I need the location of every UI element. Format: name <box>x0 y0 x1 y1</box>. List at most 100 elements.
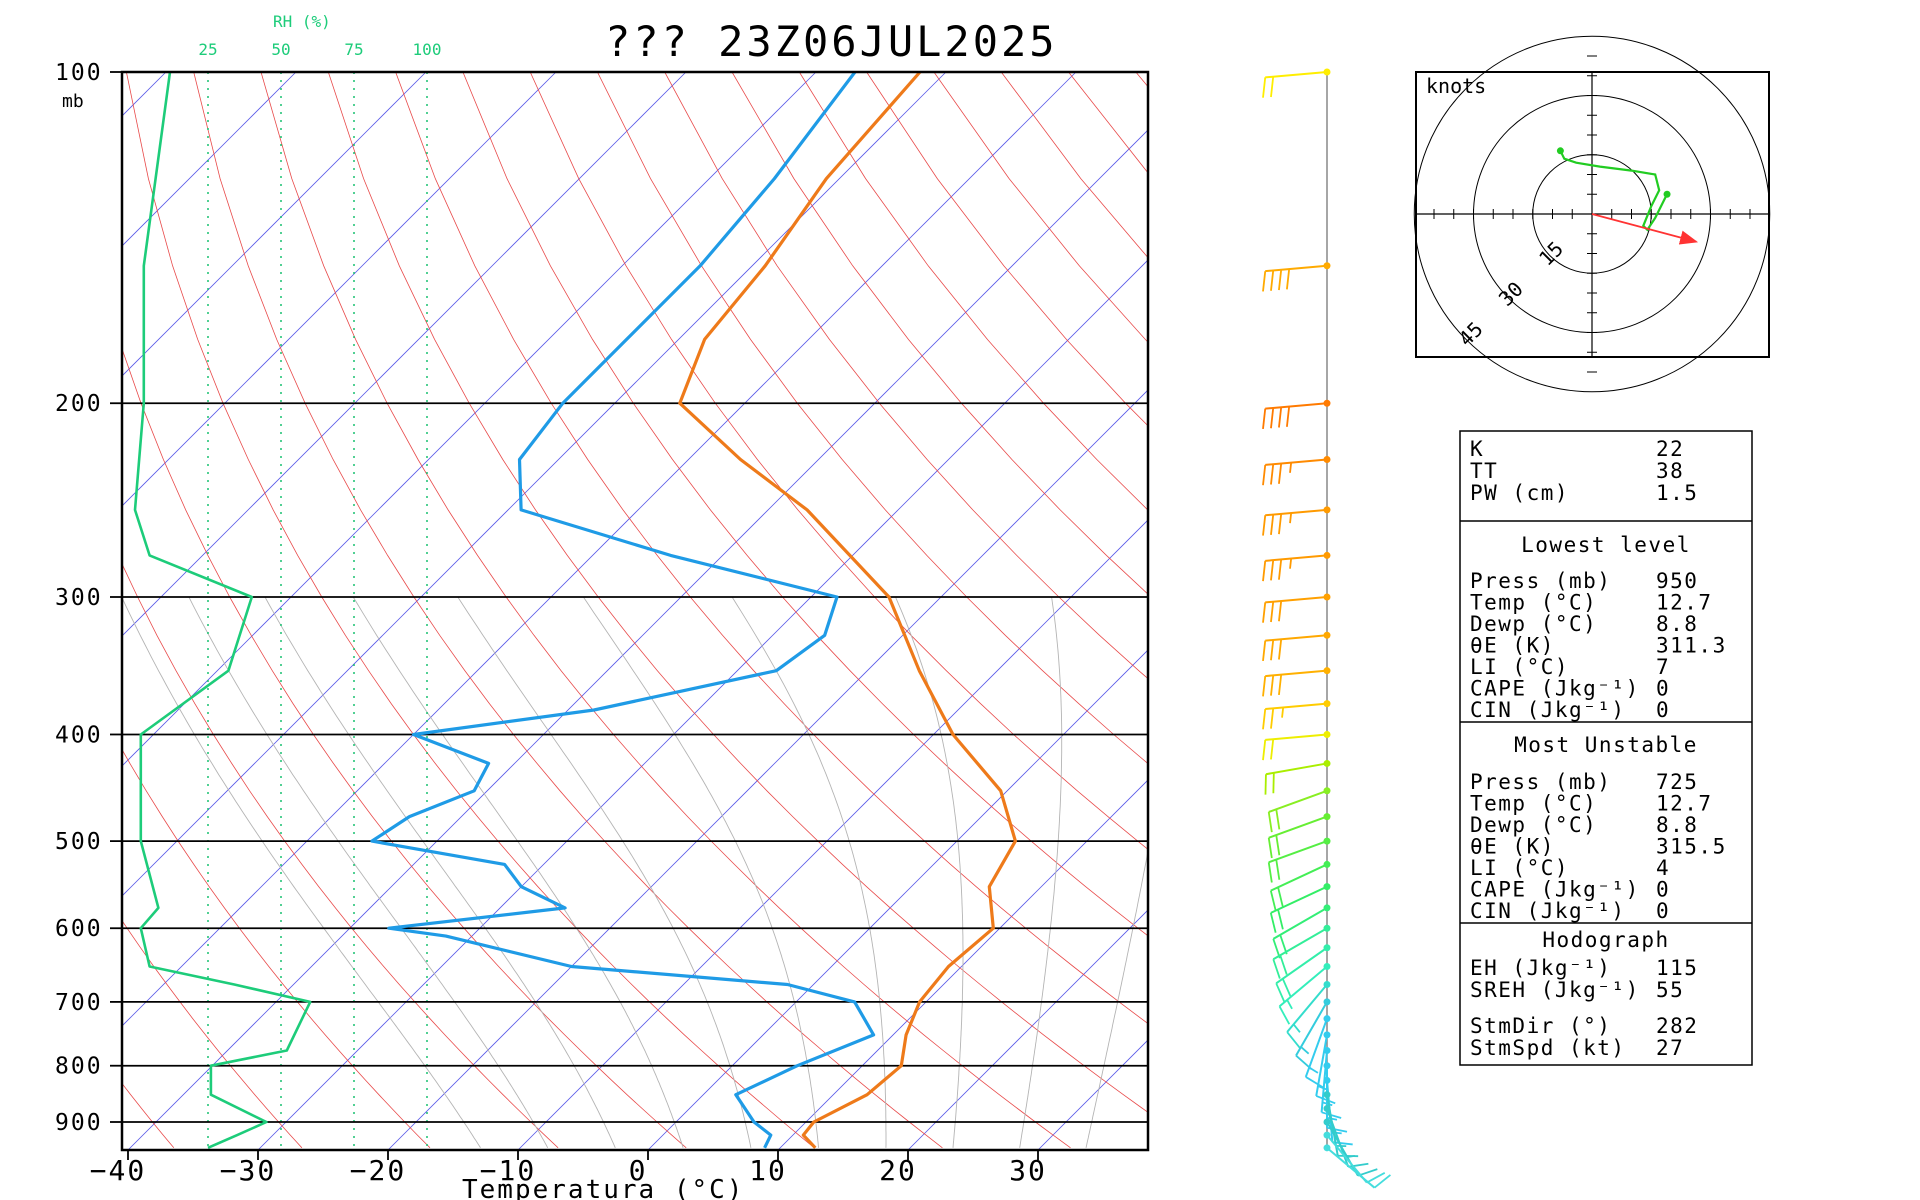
isotherm-line <box>122 72 947 897</box>
wind-barb <box>1269 860 1331 911</box>
temp-tick-label: −40 <box>90 1154 147 1187</box>
index-row-label: PW (cm) <box>1470 481 1569 505</box>
wind-barb <box>1267 837 1331 883</box>
wind-barb <box>1278 962 1331 1025</box>
wind-barb <box>1267 813 1331 859</box>
dry-adiabat-line <box>327 72 1148 1113</box>
dry-adiabat-line <box>0 72 46 1148</box>
lowest-level-row-label: CAPE (Jkg⁻¹) <box>1470 677 1640 701</box>
most-unstable-row-label: Press (mb) <box>1470 770 1611 794</box>
x-axis-title: Temperatura (°C) <box>462 1175 744 1200</box>
isotherm-line <box>122 72 427 377</box>
dry-adiabat-line <box>462 72 1148 937</box>
lowest-level-row-label: CIN (Jkg⁻¹) <box>1470 698 1626 722</box>
wind-barb <box>1269 883 1331 933</box>
hodograph-index-title: Hodograph <box>1542 928 1669 952</box>
temp-tick-label: 0 <box>629 1154 648 1187</box>
most-unstable-row-value: 8.8 <box>1656 813 1698 837</box>
hodograph-trace <box>1559 150 1668 232</box>
wind-barb <box>1262 262 1331 292</box>
most-unstable-row-label: CAPE (Jkg⁻¹) <box>1470 878 1640 902</box>
isotherm-line <box>907 909 1148 1150</box>
wind-barb <box>1286 981 1331 1049</box>
index-row-value: 1.5 <box>1656 481 1698 505</box>
most-unstable-row-label: Dewp (°C) <box>1470 813 1597 837</box>
pressure-tick-label: 700 <box>55 990 103 1016</box>
wind-barb <box>1262 631 1331 662</box>
lowest-level-row-label: θE (K) <box>1470 634 1555 658</box>
moist-adiabat-line <box>1019 596 1063 1148</box>
sounding-profiles <box>133 72 1018 1149</box>
dry-adiabat-line <box>122 347 687 1149</box>
lowest-level-row-label: Press (mb) <box>1470 569 1611 593</box>
wind-barb <box>1272 924 1331 979</box>
most-unstable-row-value: 0 <box>1656 878 1670 902</box>
wind-barb <box>1262 700 1331 730</box>
moist-adiabat-line <box>457 596 752 1148</box>
lowest-level-row-value: 0 <box>1656 698 1670 722</box>
temp-tick-label: −30 <box>220 1154 277 1187</box>
wind-barb <box>1262 456 1331 486</box>
index-row-label: K <box>1470 437 1484 461</box>
rh-guide-lines: 25 50 75 100 <box>198 40 441 1150</box>
rh-tick-label: 50 <box>271 40 290 59</box>
moist-adiabat-line <box>1152 597 1297 1148</box>
dry-adiabat-line <box>193 72 943 1149</box>
moist-adiabat-line <box>122 596 481 1149</box>
wind-barb <box>1275 944 1331 1003</box>
wind-barb <box>1262 399 1331 430</box>
temperature-profile <box>678 72 1018 1149</box>
temp-tick-label: −20 <box>350 1154 407 1187</box>
rh-tick-label: 100 <box>413 40 442 59</box>
pressure-tick-label: 200 <box>55 391 103 417</box>
pressure-tick-label: 300 <box>55 585 103 611</box>
wind-barb-column <box>1262 68 1391 1189</box>
lowest-level-row-value: 12.7 <box>1656 591 1713 615</box>
wind-barb <box>1267 787 1331 833</box>
dry-adiabat-line <box>122 919 303 1149</box>
wind-barb <box>1304 1015 1331 1089</box>
moist-adiabat-line <box>188 596 549 1149</box>
rh-profile <box>133 72 312 1149</box>
isotherm-line <box>122 72 557 507</box>
plot-frame <box>120 70 1150 1152</box>
most-unstable-row-label: Temp (°C) <box>1470 792 1597 816</box>
hodograph-index-row-value: 55 <box>1656 978 1684 1002</box>
hodograph-index-row-value: 27 <box>1656 1036 1684 1060</box>
hodograph-top-marker <box>1556 147 1564 155</box>
wind-barb <box>1262 68 1331 98</box>
isotherm-line <box>122 72 1077 1027</box>
moist-adiabat-line <box>731 596 887 1148</box>
lowest-level-row-value: 311.3 <box>1656 634 1727 658</box>
storm-motion-vector <box>1591 213 1699 245</box>
wind-barb <box>1262 551 1331 582</box>
hodograph-index-row-value: 282 <box>1656 1014 1698 1038</box>
pressure-tick-label: 400 <box>55 722 103 748</box>
lowest-level-row-value: 0 <box>1656 677 1670 701</box>
pressure-tick-label: 800 <box>55 1054 103 1080</box>
hodograph-units-label: knots <box>1426 74 1486 98</box>
pressure-tick-label: 900 <box>55 1110 103 1136</box>
index-row-value: 22 <box>1656 437 1684 461</box>
dry-adiabat-line <box>122 748 431 1149</box>
lowest-level-row-label: LI (°C) <box>1470 655 1569 679</box>
moist-adiabat-line <box>583 596 820 1148</box>
isotherm-line <box>122 72 687 637</box>
dry-adiabat-line <box>664 72 1148 680</box>
isotherm-line <box>517 519 1148 1150</box>
pressure-tick-label: 600 <box>55 916 103 942</box>
most-unstable-row-value: 725 <box>1656 770 1698 794</box>
hodograph-bottom-marker <box>1663 190 1671 198</box>
indices-table: K 22 TT 38 PW (cm) 1.5 Lowest level Press (mb) 9… <box>1459 430 1753 1066</box>
isotherm-line <box>647 649 1148 1150</box>
wind-barb <box>1323 1144 1391 1189</box>
dry-adiabat-line <box>122 562 559 1149</box>
isotherm-line <box>127 129 1148 1150</box>
isotherm-line <box>387 389 1148 1150</box>
dry-adiabat-line <box>126 72 815 1149</box>
index-row-value: 38 <box>1656 459 1684 483</box>
wind-barb <box>1262 667 1331 697</box>
isotherm-line <box>257 259 1148 1150</box>
hodograph-index-row-label: StmDir (°) <box>1470 1014 1611 1038</box>
